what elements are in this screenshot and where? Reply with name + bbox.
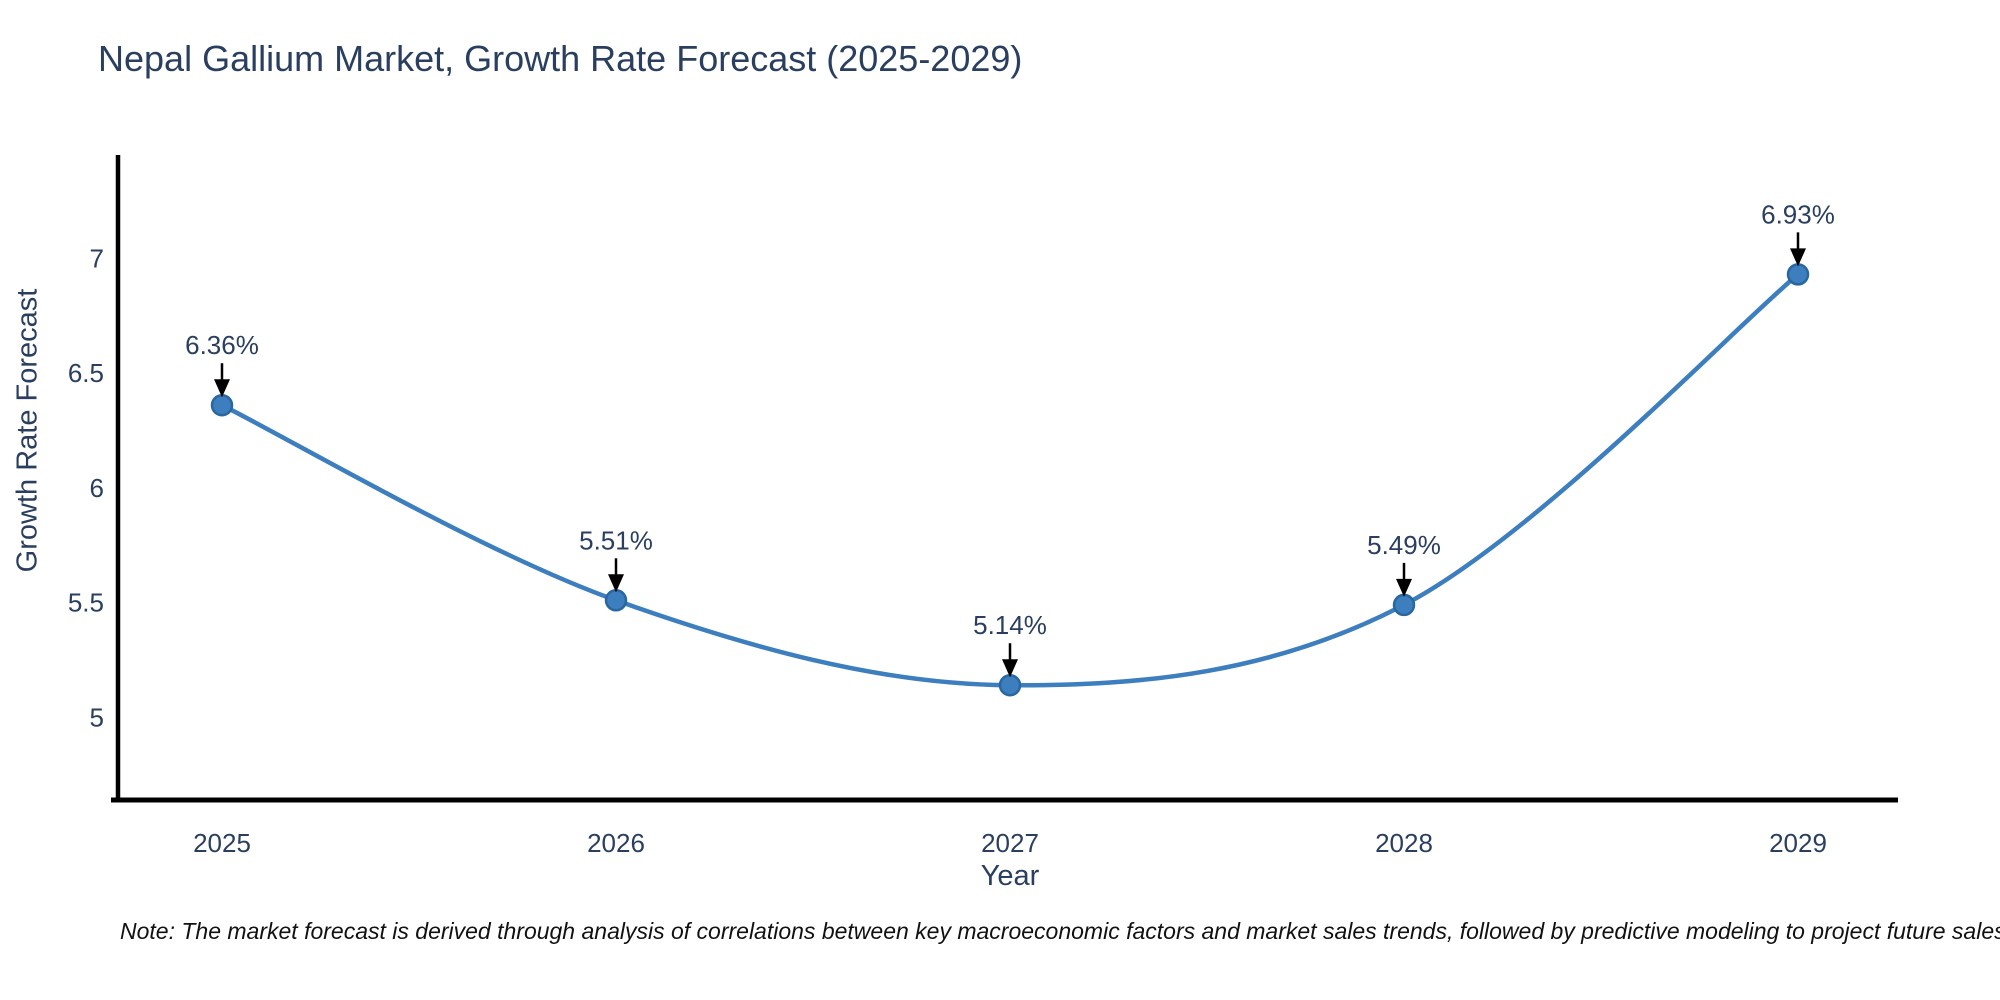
x-tick-label: 2025 [193, 828, 251, 858]
y-tick-label: 6 [90, 473, 104, 503]
data-point-2029 [1786, 263, 1810, 286]
annotation-arrowhead-2028 [1396, 578, 1412, 597]
y-tick-label: 7 [90, 243, 104, 273]
x-tick-label: 2028 [1375, 828, 1433, 858]
annotation-arrowhead-2029 [1790, 248, 1806, 267]
data-point-2025 [210, 393, 234, 417]
annotation-arrowhead-2027 [1002, 659, 1018, 678]
annotation-label-2025: 6.36% [185, 330, 259, 360]
data-point-2026 [604, 589, 628, 612]
y-tick-label: 5.5 [68, 588, 104, 618]
x-tick-label: 2029 [1769, 828, 1827, 858]
annotation-arrowhead-2025 [214, 379, 230, 398]
chart-title: Nepal Gallium Market, Growth Rate Foreca… [98, 38, 1023, 79]
x-tick-label: 2026 [587, 828, 645, 858]
y-tick-label: 6.5 [68, 358, 104, 388]
annotation-arrowhead-2026 [608, 574, 624, 593]
x-tick-label: 2027 [981, 828, 1039, 858]
data-point-2028 [1392, 593, 1416, 617]
footnote: Note: The market forecast is derived thr… [120, 918, 2000, 944]
x-axis-title: Year [980, 860, 1040, 892]
annotation-label-2026: 5.51% [579, 525, 653, 555]
annotation-label-2027: 5.14% [973, 610, 1047, 640]
y-tick-label: 5 [90, 702, 104, 732]
annotation-label-2028: 5.49% [1367, 530, 1441, 560]
data-point-2027 [998, 673, 1022, 697]
annotation-label-2029: 6.93% [1761, 199, 1835, 229]
